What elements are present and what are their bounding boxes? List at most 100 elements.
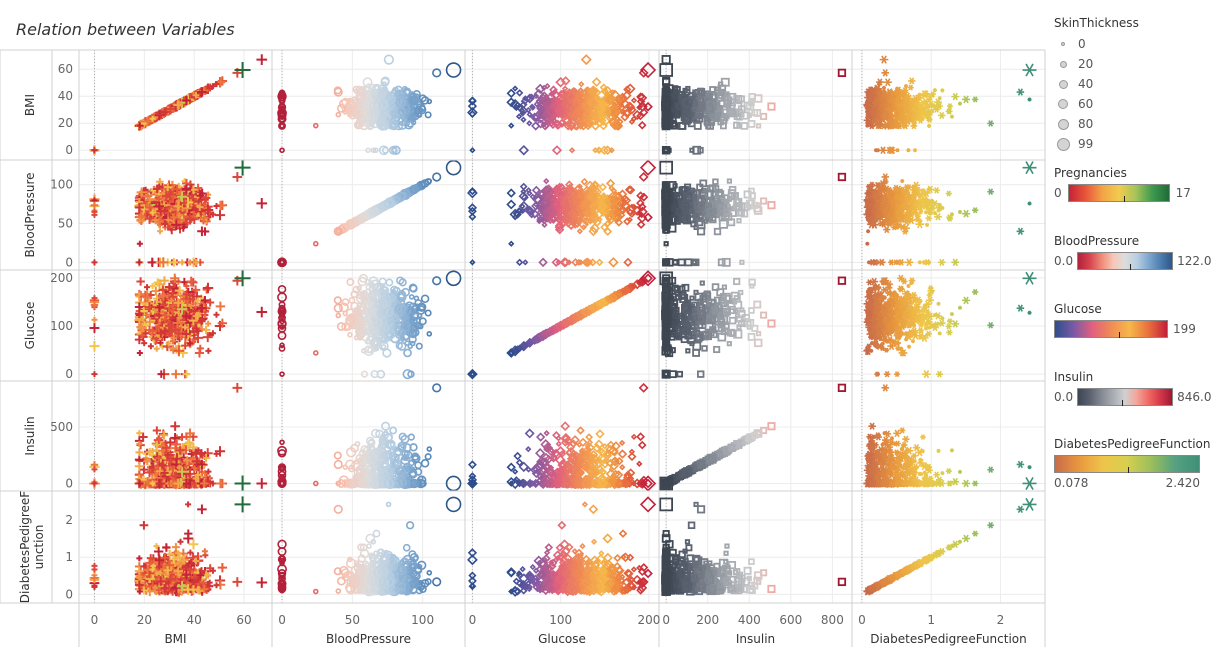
data-point bbox=[562, 115, 573, 126]
data-point bbox=[213, 81, 220, 88]
data-point bbox=[946, 103, 953, 110]
data-point bbox=[962, 95, 971, 104]
data-point bbox=[531, 121, 541, 131]
data-point bbox=[912, 148, 917, 153]
data-point bbox=[548, 90, 555, 98]
data-point bbox=[760, 112, 768, 120]
data-point bbox=[868, 113, 873, 118]
data-point bbox=[580, 54, 592, 66]
data-point bbox=[536, 108, 544, 117]
data-point bbox=[911, 113, 916, 118]
data-point bbox=[881, 69, 890, 77]
data-point bbox=[932, 88, 937, 93]
data-point bbox=[519, 182, 528, 191]
data-point bbox=[747, 120, 756, 128]
data-point bbox=[590, 115, 601, 126]
data-point bbox=[620, 99, 631, 110]
data-point bbox=[312, 122, 319, 129]
data-point bbox=[596, 90, 607, 101]
cell-BMI-vs-DiabetesPedigreeFunction bbox=[863, 55, 1037, 155]
data-point bbox=[383, 54, 395, 65]
data-point bbox=[630, 97, 638, 104]
data-point bbox=[936, 102, 941, 108]
data-point bbox=[372, 147, 379, 154]
data-point bbox=[370, 108, 379, 117]
data-point bbox=[445, 159, 462, 176]
data-point bbox=[560, 76, 571, 86]
data-point bbox=[426, 98, 433, 105]
data-point bbox=[679, 186, 688, 194]
data-point bbox=[197, 87, 207, 97]
data-point bbox=[605, 178, 616, 188]
data-point bbox=[418, 94, 427, 103]
data-point bbox=[576, 228, 584, 235]
data-point bbox=[217, 76, 228, 86]
data-point bbox=[895, 148, 900, 153]
data-point bbox=[599, 145, 610, 156]
data-point bbox=[424, 111, 432, 119]
data-point bbox=[381, 108, 390, 117]
data-point bbox=[520, 97, 529, 106]
data-point bbox=[608, 147, 615, 154]
data-point bbox=[365, 83, 372, 89]
data-point bbox=[605, 93, 617, 104]
data-point bbox=[876, 82, 881, 87]
data-point bbox=[395, 97, 406, 108]
data-point bbox=[397, 116, 407, 126]
data-point bbox=[909, 103, 914, 108]
data-point bbox=[907, 84, 914, 91]
data-point bbox=[391, 147, 398, 154]
data-point bbox=[613, 115, 622, 124]
data-point bbox=[365, 147, 371, 154]
data-point bbox=[529, 104, 536, 111]
data-point bbox=[278, 121, 286, 130]
data-point bbox=[906, 148, 911, 153]
data-point bbox=[599, 121, 608, 131]
data-point bbox=[160, 108, 169, 117]
data-point bbox=[595, 108, 605, 118]
data-point bbox=[568, 147, 576, 154]
data-point bbox=[410, 95, 420, 105]
data-point bbox=[506, 199, 517, 210]
data-point bbox=[136, 240, 143, 247]
data-point bbox=[387, 98, 394, 105]
data-point bbox=[893, 123, 898, 129]
data-point bbox=[865, 123, 870, 128]
data-point bbox=[937, 96, 942, 101]
data-point bbox=[597, 115, 607, 125]
data-point bbox=[581, 110, 591, 120]
data-point bbox=[540, 121, 547, 128]
data-point bbox=[394, 85, 403, 95]
data-point bbox=[544, 82, 551, 90]
data-point bbox=[879, 55, 889, 64]
data-point bbox=[535, 83, 546, 95]
data-point bbox=[624, 83, 636, 95]
data-point bbox=[938, 111, 946, 120]
data-point bbox=[529, 193, 536, 200]
data-point bbox=[565, 92, 575, 102]
data-point bbox=[394, 112, 400, 119]
data-point bbox=[353, 88, 360, 94]
data-point bbox=[157, 228, 164, 235]
data-point bbox=[927, 123, 932, 129]
data-point bbox=[336, 103, 346, 113]
data-point bbox=[370, 110, 380, 119]
data-point bbox=[729, 209, 737, 217]
data-point bbox=[520, 116, 527, 123]
data-point bbox=[624, 101, 634, 111]
data-point bbox=[591, 77, 602, 87]
data-point bbox=[603, 95, 612, 105]
data-point bbox=[1016, 88, 1025, 96]
data-point bbox=[595, 146, 603, 155]
data-point bbox=[214, 209, 226, 221]
data-point bbox=[279, 147, 285, 154]
data-point bbox=[726, 178, 732, 184]
data-point bbox=[767, 201, 776, 210]
data-point bbox=[169, 257, 179, 267]
data-point bbox=[370, 88, 378, 97]
data-point bbox=[921, 92, 927, 98]
data-point bbox=[577, 122, 584, 130]
data-point bbox=[899, 112, 904, 117]
data-point bbox=[386, 91, 393, 98]
data-point bbox=[142, 116, 153, 127]
